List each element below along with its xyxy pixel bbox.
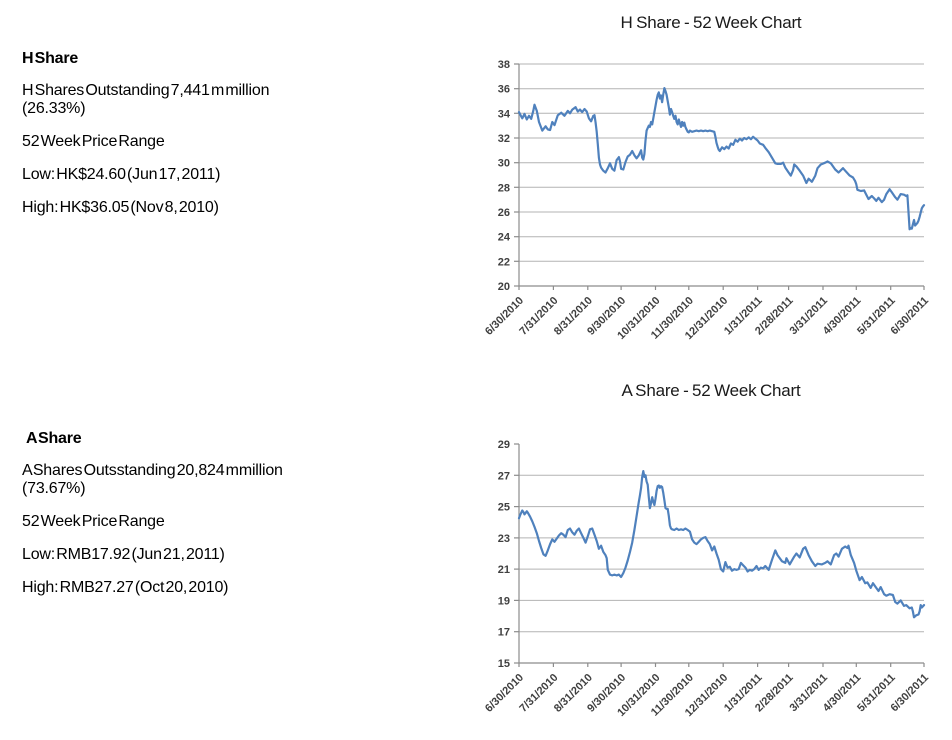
a-share-chart: 29272523211917156/30/20107/31/20108/31/2… <box>483 439 931 719</box>
y-tick-label: 22 <box>498 256 510 268</box>
y-tick-label: 19 <box>498 595 510 607</box>
y-tick-label: 25 <box>498 502 510 514</box>
y-tick-label: 32 <box>498 133 510 145</box>
y-tick-label: 27 <box>498 470 510 482</box>
a-share-chart-title: A Share - 52 Week Chart <box>621 381 801 400</box>
h-share-price-range-label: 52 Week Price Range <box>22 133 165 150</box>
a-share-heading: A Share <box>26 430 82 447</box>
a-share-price-range-label: 52 Week Price Range <box>22 513 165 530</box>
h-share-info-block: H Share H Shares Outstanding 7,441 m mil… <box>22 50 467 232</box>
h-share-high-text: High: HK$36.05 (Nov 8, 2010) <box>22 199 219 216</box>
h-shares-outstanding-line1: H Shares Outstanding 7,441 m million <box>22 82 270 99</box>
y-tick-label: 29 <box>498 439 510 451</box>
y-tick-label: 34 <box>498 108 511 120</box>
y-tick-label: 20 <box>498 281 510 293</box>
y-tick-label: 21 <box>498 564 510 576</box>
a-shares-outstanding-line1: A Shares Outsstanding 20,824 mmillion <box>22 462 283 479</box>
y-tick-label: 15 <box>498 658 510 670</box>
h-shares-outstanding-text: H Shares Outstanding 7,441 m million (26… <box>22 82 467 118</box>
price-line <box>517 469 926 619</box>
h-share-chart-title: H Share - 52 Week Chart <box>620 13 802 32</box>
h-share-heading: H Share <box>22 50 79 67</box>
y-tick-label: 23 <box>498 533 510 545</box>
h-share-chart: 383634323028262422206/30/20107/31/20108/… <box>483 59 931 342</box>
y-tick-label: 30 <box>498 158 510 170</box>
a-share-low-text: Low: RMB17.92 (Jun 21, 2011) <box>22 546 225 563</box>
y-tick-label: 28 <box>498 182 510 194</box>
y-tick-label: 36 <box>498 84 510 96</box>
h-shares-outstanding-percent: (26.33%) <box>22 100 86 117</box>
y-tick-label: 24 <box>498 232 511 244</box>
h-share-low-text: Low: HK$24.60 (Jun 17, 2011) <box>22 166 221 183</box>
a-share-info-block: A Share A Shares Outsstanding 20,824 mmi… <box>22 430 467 612</box>
y-tick-label: 17 <box>498 627 510 639</box>
a-share-high-text: High: RMB27.27 (Oct 20, 2010) <box>22 579 229 596</box>
a-shares-outstanding-percent: (73.67%) <box>22 480 86 497</box>
a-shares-outstanding-text: A Shares Outsstanding 20,824 mmillion (7… <box>22 462 467 498</box>
y-tick-label: 38 <box>498 59 510 71</box>
y-tick-label: 26 <box>498 207 510 219</box>
price-line <box>517 86 926 231</box>
